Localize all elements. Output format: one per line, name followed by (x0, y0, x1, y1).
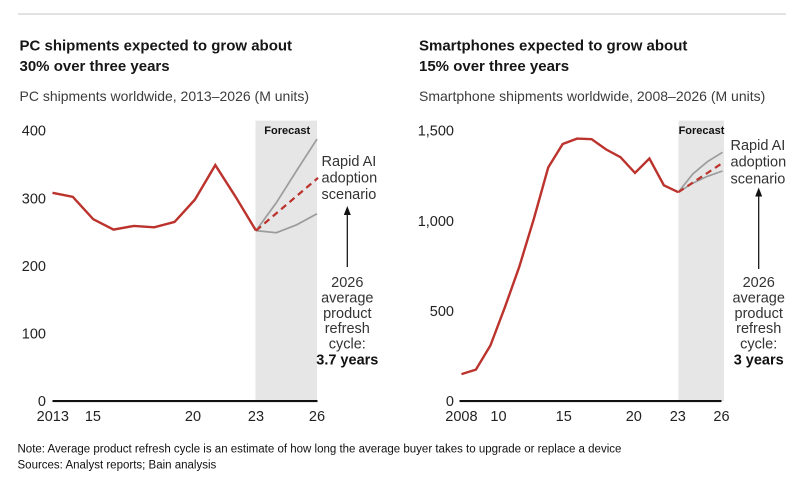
svg-text:0: 0 (38, 394, 46, 410)
svg-text:3.7 years: 3.7 years (316, 352, 378, 368)
svg-text:26: 26 (309, 409, 325, 425)
svg-text:cycle:: cycle: (740, 337, 777, 353)
svg-text:Forecast: Forecast (264, 125, 310, 137)
svg-text:adoption: adoption (322, 170, 378, 186)
svg-text:3 years: 3 years (734, 352, 784, 368)
svg-text:1,500: 1,500 (418, 124, 454, 140)
svg-text:2008: 2008 (445, 409, 477, 425)
svg-text:PC shipments expected to grow: PC shipments expected to grow about (20, 38, 293, 55)
svg-text:400: 400 (22, 124, 46, 140)
svg-text:average: average (732, 290, 784, 306)
svg-text:300: 300 (22, 191, 46, 207)
svg-text:refresh: refresh (736, 321, 781, 337)
svg-text:Rapid AI: Rapid AI (322, 154, 377, 170)
svg-text:20: 20 (626, 409, 642, 425)
svg-text:2026: 2026 (743, 275, 775, 291)
svg-text:Note: Average product refresh: Note: Average product refresh cycle is a… (18, 443, 622, 455)
svg-text:500: 500 (430, 304, 454, 320)
svg-text:Rapid AI: Rapid AI (731, 138, 786, 154)
svg-text:23: 23 (248, 409, 264, 425)
svg-text:Smartphones expected to grow a: Smartphones expected to grow about (419, 38, 687, 55)
svg-text:26: 26 (713, 409, 729, 425)
svg-text:2026: 2026 (331, 275, 363, 291)
svg-text:15: 15 (85, 409, 101, 425)
svg-text:product: product (735, 306, 783, 322)
svg-text:20: 20 (185, 409, 201, 425)
svg-text:cycle:: cycle: (329, 337, 366, 353)
svg-text:200: 200 (22, 259, 46, 275)
svg-text:scenario: scenario (322, 187, 377, 203)
svg-text:scenario: scenario (731, 171, 786, 187)
svg-text:15: 15 (556, 409, 572, 425)
svg-text:Smartphone shipments worldwide: Smartphone shipments worldwide, 2008–202… (419, 88, 765, 104)
svg-text:adoption: adoption (731, 155, 787, 171)
svg-text:15% over three years: 15% over three years (419, 58, 569, 75)
svg-text:product: product (323, 306, 371, 322)
svg-text:average: average (321, 290, 373, 306)
svg-text:100: 100 (22, 327, 46, 343)
svg-text:Forecast: Forecast (679, 125, 725, 137)
svg-text:refresh: refresh (325, 321, 370, 337)
svg-text:23: 23 (670, 409, 686, 425)
svg-text:PC shipments worldwide, 2013–2: PC shipments worldwide, 2013–2026 (M uni… (20, 88, 309, 104)
svg-text:Sources: Analyst reports; Bain: Sources: Analyst reports; Bain analysis (18, 459, 217, 471)
svg-text:30% over three years: 30% over three years (20, 58, 170, 75)
svg-text:1,000: 1,000 (418, 214, 454, 230)
svg-text:10: 10 (490, 409, 506, 425)
svg-text:0: 0 (446, 394, 454, 410)
svg-text:2013: 2013 (37, 409, 69, 425)
